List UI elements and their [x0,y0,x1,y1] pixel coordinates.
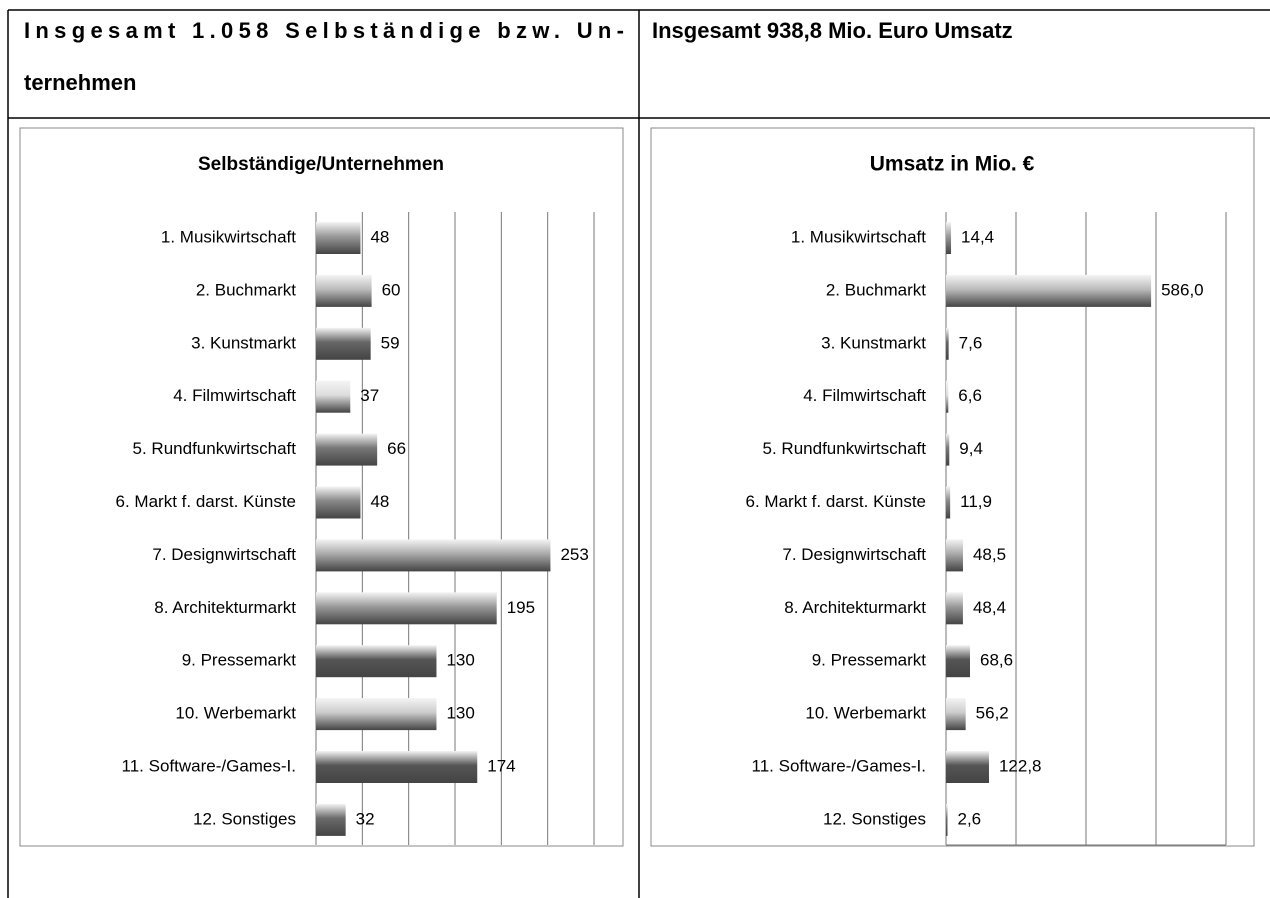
category-label: 12. Sonstiges [193,809,296,828]
chart-title: Selbständige/Unternehmen [198,154,444,175]
value-label: 60 [382,280,401,299]
value-label: 48,4 [973,598,1006,617]
category-label: 10. Werbemarkt [805,704,926,723]
bar [316,274,372,307]
bar [946,751,989,783]
category-label: 12. Sonstiges [823,809,926,828]
category-label: 6. Markt f. darst. Künste [746,492,926,511]
bar [316,803,346,836]
category-label: 4. Filmwirtschaft [173,386,296,405]
header-text: ternehmen [24,70,136,95]
category-label: 1. Musikwirtschaft [161,227,296,246]
value-label: 32 [356,809,375,828]
category-label: 1. Musikwirtschaft [791,227,926,246]
value-label: 59 [381,333,400,352]
value-label: 174 [487,756,515,775]
bar [316,327,371,360]
bar [946,274,1152,307]
value-label: 195 [507,598,535,617]
header-text: Insgesamt 938,8 Mio. Euro Umsatz [652,18,1013,43]
bar [946,380,949,413]
category-label: 6. Markt f. darst. Künste [116,492,296,511]
category-label: 2. Buchmarkt [826,280,926,299]
bar [316,486,361,519]
category-label: 8. Architekturmarkt [784,598,926,617]
chart-title: Umsatz in Mio. € [870,153,1035,176]
bar [316,645,437,678]
category-label: 4. Filmwirtschaft [803,386,926,405]
category-label: 11. Software-/Games-I. [752,756,926,775]
value-label: 130 [446,651,474,670]
category-label: 11. Software-/Games-I. [122,756,296,775]
bar [946,539,963,572]
value-label: 6,6 [958,386,982,405]
value-label: 48,5 [973,545,1006,564]
bar [316,380,351,413]
value-label: 66 [387,439,406,458]
value-label: 130 [446,704,474,723]
bar [316,592,497,625]
bar [946,803,948,836]
value-label: 48 [370,492,389,511]
bar [946,645,971,678]
category-label: 7. Designwirtschaft [152,545,296,564]
bar [316,751,478,783]
chart-frame [19,127,624,847]
value-label: 9,4 [959,439,983,458]
category-label: 10. Werbemarkt [175,704,296,723]
bar [946,592,963,625]
value-label: 586,0 [1161,280,1204,299]
category-label: 5. Rundfunkwirtschaft [133,439,297,458]
bar [946,433,950,466]
category-label: 9. Pressemarkt [182,651,297,670]
value-label: 14,4 [961,227,994,246]
value-label: 56,2 [976,704,1009,723]
category-label: 5. Rundfunkwirtschaft [763,439,927,458]
category-label: 9. Pressemarkt [812,651,927,670]
value-label: 7,6 [959,333,983,352]
value-label: 2,6 [958,809,982,828]
bar [946,327,949,360]
value-label: 48 [370,227,389,246]
value-label: 253 [560,545,588,564]
value-label: 122,8 [999,756,1042,775]
value-label: 68,6 [980,651,1013,670]
bar [946,698,966,731]
category-label: 7. Designwirtschaft [782,545,926,564]
category-label: 8. Architekturmarkt [154,598,296,617]
header-text: Insgesamt 1.058 Selbständige bzw. Un- [24,18,624,43]
value-label: 37 [360,386,379,405]
chart-frame [650,127,1255,847]
bar [946,222,952,254]
bar [316,222,361,254]
category-label: 2. Buchmarkt [196,280,296,299]
category-label: 3. Kunstmarkt [821,333,926,352]
bar [316,698,437,731]
value-label: 11,9 [960,492,992,511]
bar [316,433,378,466]
category-label: 3. Kunstmarkt [191,333,296,352]
bar [946,486,951,519]
bar [316,539,551,572]
